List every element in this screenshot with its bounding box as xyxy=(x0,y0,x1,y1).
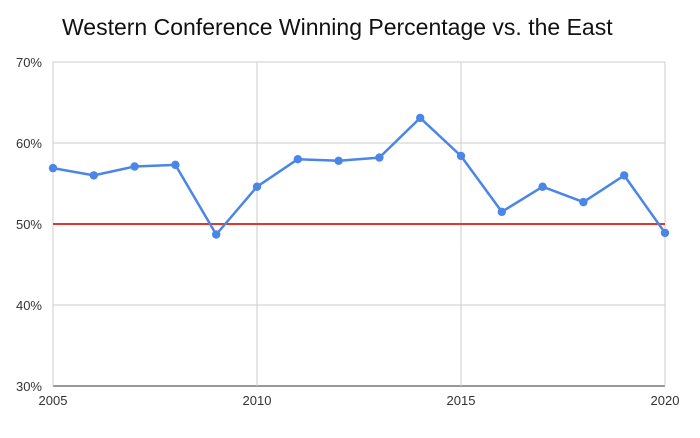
data-point xyxy=(252,182,262,191)
series-line xyxy=(52,116,667,236)
x-tick-label: 2020 xyxy=(651,393,680,408)
chart-title: Western Conference Winning Percentage vs… xyxy=(62,14,613,40)
data-point xyxy=(579,197,588,207)
y-axis-tick-labels: 30% 40% 50% 60% 70% xyxy=(16,55,42,394)
y-tick-label: 40% xyxy=(16,298,42,313)
data-point xyxy=(48,163,58,173)
data-point xyxy=(416,113,425,123)
data-point xyxy=(538,182,547,191)
y-tick-label: 60% xyxy=(16,136,42,151)
y-tick-label: 30% xyxy=(16,379,42,394)
y-tick-label: 70% xyxy=(16,55,42,70)
x-tick-label: 2005 xyxy=(39,393,68,408)
y-tick-label: 50% xyxy=(16,217,42,232)
data-point xyxy=(456,151,466,161)
data-point xyxy=(620,171,629,180)
x-axis-tick-labels: 2005 2010 2015 2020 xyxy=(39,393,680,408)
data-point xyxy=(293,155,302,164)
data-point xyxy=(212,230,221,239)
data-point xyxy=(334,156,343,166)
x-tick-label: 2010 xyxy=(243,393,272,408)
data-point xyxy=(497,207,506,217)
data-point xyxy=(130,162,139,171)
x-tick-label: 2015 xyxy=(447,393,476,408)
data-point xyxy=(171,160,180,170)
data-point xyxy=(89,171,99,180)
series-group xyxy=(48,113,670,239)
data-point xyxy=(660,228,670,238)
data-point xyxy=(375,153,384,162)
